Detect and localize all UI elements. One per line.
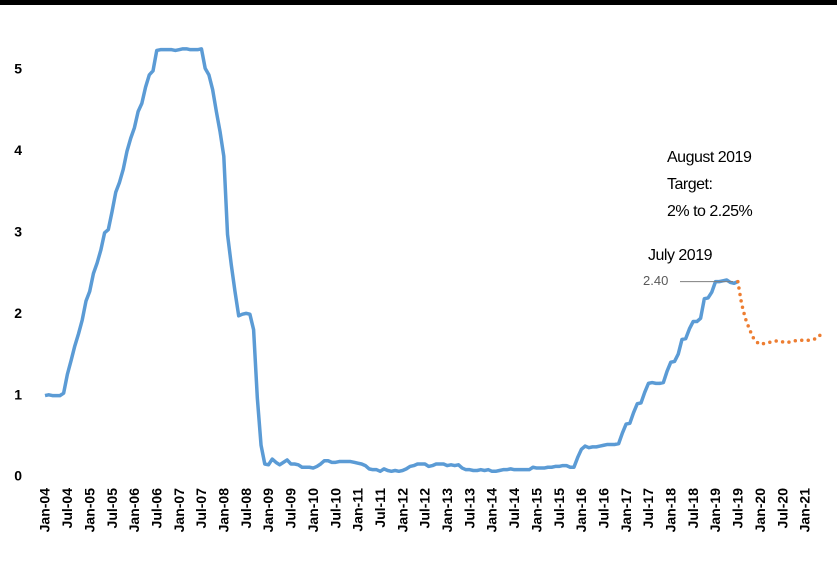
x-tick-label: Jul-20 <box>774 488 790 529</box>
annotation: August 2019 <box>667 149 752 166</box>
series-line <box>736 279 826 347</box>
x-tick-label: Jan-10 <box>305 488 321 533</box>
y-tick-label: 5 <box>14 61 22 77</box>
x-tick-label: Jul-11 <box>372 488 388 528</box>
series-line <box>44 47 739 474</box>
x-tick-label: Jul-05 <box>104 488 120 529</box>
x-tick-label: Jul-16 <box>595 488 611 529</box>
x-tick-label: Jan-18 <box>663 488 679 533</box>
y-tick-label: 0 <box>14 468 22 484</box>
x-tick-label: Jan-08 <box>216 488 232 533</box>
x-tick-label: Jul-15 <box>551 488 567 529</box>
y-tick-label: 4 <box>14 142 22 158</box>
x-tick-label: Jan-07 <box>171 488 187 533</box>
x-tick-label: Jan-12 <box>394 488 410 533</box>
x-tick-label: Jan-09 <box>260 488 276 533</box>
x-tick-label: Jul-13 <box>461 488 477 529</box>
x-tick-label: Jul-17 <box>640 488 656 529</box>
x-tick-label: Jan-15 <box>528 488 544 533</box>
x-tick-label: Jan-11 <box>350 488 366 532</box>
y-tick-label: 2 <box>14 305 22 321</box>
x-tick-label: Jul-04 <box>59 488 75 529</box>
x-tick-label: Jan-13 <box>439 488 455 533</box>
annotation: 2% to 2.25% <box>667 203 753 220</box>
x-tick-label: Jan-04 <box>37 488 53 533</box>
x-tick-label: Jan-14 <box>484 488 500 533</box>
top-bar <box>0 0 837 5</box>
x-tick-label: Jul-12 <box>417 488 433 529</box>
point-label: 2.40 <box>643 273 668 288</box>
x-tick-label: Jul-18 <box>685 488 701 529</box>
x-tick-label: Jan-19 <box>707 488 723 533</box>
x-tick-label: Jan-06 <box>126 488 142 533</box>
x-tick-label: Jul-19 <box>730 488 746 529</box>
x-tick-label: Jul-08 <box>238 488 254 529</box>
x-tick-label: Jul-07 <box>193 488 209 529</box>
annotation: July 2019 <box>648 247 713 264</box>
x-tick-label: Jan-16 <box>573 488 589 533</box>
x-tick-label: Jan-17 <box>618 488 634 533</box>
x-tick-label: Jul-10 <box>327 488 343 529</box>
y-tick-label: 1 <box>14 386 22 402</box>
x-tick-label: Jul-09 <box>283 488 299 529</box>
annotation: Target: <box>667 176 712 193</box>
x-tick-label: Jan-21 <box>797 488 813 533</box>
y-tick-label: 3 <box>14 224 22 240</box>
x-tick-label: Jan-20 <box>752 488 768 533</box>
x-tick-label: Jul-14 <box>506 488 522 529</box>
x-tick-label: Jan-05 <box>81 488 97 533</box>
x-tick-label: Jul-06 <box>148 488 164 529</box>
